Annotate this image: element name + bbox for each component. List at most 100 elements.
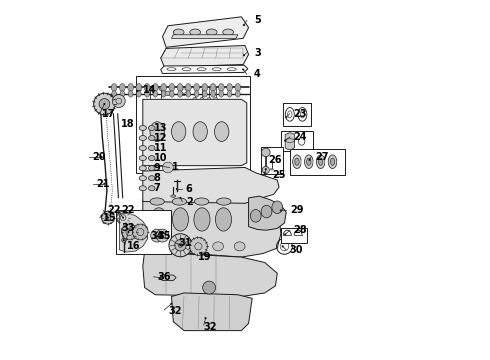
Polygon shape	[161, 65, 248, 73]
Polygon shape	[143, 200, 281, 257]
Ellipse shape	[250, 210, 261, 222]
Circle shape	[99, 99, 110, 109]
Text: 35: 35	[157, 231, 171, 240]
Circle shape	[122, 224, 137, 240]
Polygon shape	[120, 213, 147, 252]
Polygon shape	[172, 35, 238, 39]
Text: 3: 3	[254, 48, 261, 58]
Circle shape	[154, 165, 156, 167]
Circle shape	[117, 211, 129, 224]
Circle shape	[262, 148, 270, 157]
Circle shape	[163, 162, 173, 173]
Ellipse shape	[148, 186, 155, 191]
Circle shape	[100, 156, 102, 158]
Text: 32: 32	[204, 322, 217, 332]
Ellipse shape	[128, 84, 133, 91]
Ellipse shape	[215, 122, 229, 141]
FancyBboxPatch shape	[136, 76, 250, 173]
Text: 36: 36	[157, 272, 171, 282]
Text: 12: 12	[153, 133, 167, 143]
Text: 8: 8	[153, 173, 160, 183]
Ellipse shape	[190, 29, 200, 36]
Ellipse shape	[216, 208, 232, 231]
Ellipse shape	[137, 91, 141, 97]
Text: 13: 13	[153, 123, 167, 133]
Circle shape	[243, 54, 245, 56]
Ellipse shape	[148, 176, 155, 181]
Circle shape	[176, 188, 178, 190]
Text: 9: 9	[153, 163, 160, 173]
FancyBboxPatch shape	[281, 131, 313, 151]
Ellipse shape	[186, 91, 191, 97]
Ellipse shape	[195, 198, 209, 205]
Circle shape	[148, 87, 152, 90]
Polygon shape	[161, 45, 248, 67]
Text: 22: 22	[122, 206, 135, 216]
Ellipse shape	[139, 176, 147, 181]
Circle shape	[190, 237, 207, 255]
Circle shape	[103, 183, 105, 185]
Ellipse shape	[186, 84, 191, 91]
Ellipse shape	[150, 198, 164, 205]
Polygon shape	[159, 275, 176, 280]
Ellipse shape	[139, 126, 147, 131]
Text: 20: 20	[93, 152, 106, 162]
Text: 32: 32	[168, 306, 181, 316]
Circle shape	[122, 238, 126, 242]
Ellipse shape	[272, 201, 283, 213]
Circle shape	[122, 217, 124, 219]
Circle shape	[204, 317, 207, 319]
Circle shape	[136, 90, 139, 92]
Text: 18: 18	[122, 120, 135, 129]
Circle shape	[178, 243, 183, 247]
Polygon shape	[285, 133, 294, 149]
Ellipse shape	[202, 91, 207, 97]
Ellipse shape	[217, 198, 231, 205]
Circle shape	[94, 93, 115, 115]
Ellipse shape	[318, 158, 323, 165]
FancyBboxPatch shape	[281, 228, 307, 243]
Ellipse shape	[317, 155, 325, 168]
Ellipse shape	[207, 98, 211, 100]
Circle shape	[159, 87, 163, 90]
Ellipse shape	[171, 195, 176, 197]
Ellipse shape	[148, 166, 155, 171]
Circle shape	[264, 172, 266, 174]
Circle shape	[107, 217, 109, 219]
Ellipse shape	[128, 91, 133, 97]
Text: 28: 28	[294, 225, 307, 235]
Ellipse shape	[152, 84, 158, 91]
Ellipse shape	[194, 208, 210, 231]
Text: 31: 31	[179, 238, 192, 248]
Circle shape	[161, 231, 164, 233]
Ellipse shape	[210, 84, 216, 91]
Text: 11: 11	[153, 143, 167, 153]
Ellipse shape	[193, 122, 207, 141]
Text: 5: 5	[254, 15, 261, 26]
Text: 19: 19	[198, 252, 212, 262]
Circle shape	[309, 159, 311, 161]
Ellipse shape	[173, 29, 184, 36]
Circle shape	[171, 303, 172, 305]
Circle shape	[175, 239, 186, 251]
Ellipse shape	[172, 208, 189, 231]
Circle shape	[122, 239, 125, 241]
Circle shape	[262, 166, 270, 174]
Text: 14: 14	[143, 85, 156, 95]
Ellipse shape	[148, 135, 155, 140]
Circle shape	[284, 233, 286, 235]
Text: 1: 1	[172, 162, 178, 172]
Polygon shape	[143, 252, 277, 297]
Ellipse shape	[194, 84, 199, 91]
Ellipse shape	[236, 91, 240, 97]
Ellipse shape	[307, 158, 311, 165]
Text: 16: 16	[126, 241, 140, 251]
Text: 10: 10	[153, 153, 167, 163]
Polygon shape	[163, 17, 248, 47]
Circle shape	[132, 224, 148, 240]
Text: 15: 15	[103, 213, 117, 222]
Ellipse shape	[139, 156, 147, 161]
Ellipse shape	[211, 91, 216, 97]
Ellipse shape	[165, 91, 171, 95]
Text: 21: 21	[96, 179, 110, 189]
